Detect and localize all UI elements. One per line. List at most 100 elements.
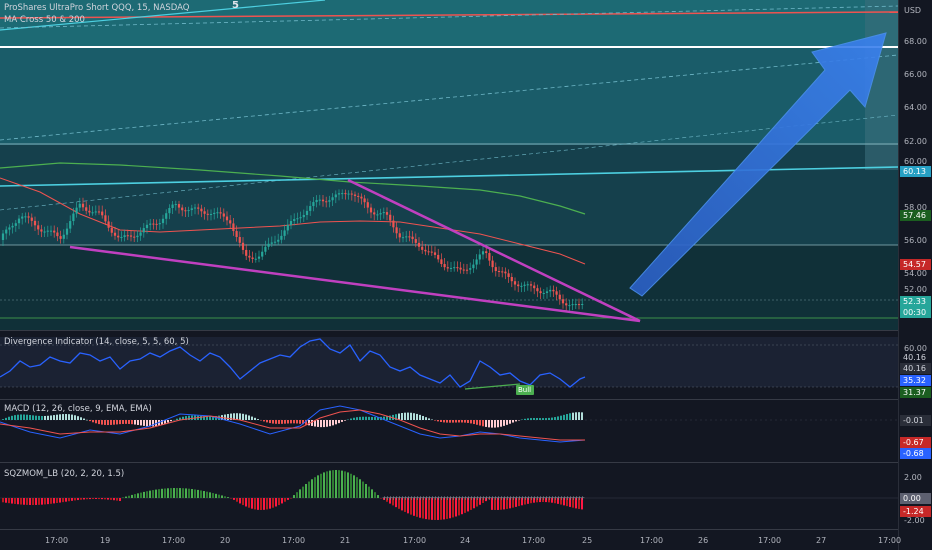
sqzmom-svg: ++++++++++++++++++++++++++++++++++++++++… (0, 470, 898, 520)
svg-text:+: + (580, 495, 585, 502)
svg-text:+: + (412, 495, 417, 502)
divergence-title: Divergence Indicator (14, close, 5, 5, 6… (4, 337, 189, 347)
wave-label: 5 (232, 0, 239, 11)
svg-text:+: + (496, 495, 501, 502)
price-title: ProShares UltraPro Short QQQ, 15, NASDAQ (4, 3, 190, 13)
macd-pane[interactable]: MACD (12, 26, close, 9, EMA, EMA) (0, 400, 898, 462)
wedge-upper-line[interactable] (347, 178, 641, 323)
price-tick-68: 68.00 (904, 37, 927, 46)
svg-text:+: + (436, 495, 441, 502)
pane-divider[interactable] (0, 462, 932, 463)
svg-text:+: + (514, 495, 519, 502)
time-label: 26 (698, 536, 709, 545)
svg-text:+: + (523, 495, 528, 502)
svg-text:+: + (421, 495, 426, 502)
svg-text:+: + (505, 495, 510, 502)
bar-countdown: 00:30 (900, 307, 931, 318)
time-label: 17:00 (758, 536, 782, 545)
time-label: 17:00 (522, 536, 546, 545)
time-label: 24 (460, 536, 471, 545)
price-tick-56: 56.00 (904, 236, 927, 245)
time-label: 17:00 (640, 536, 664, 545)
rsi-band (0, 337, 898, 387)
divergence-line (0, 338, 586, 388)
svg-text:+: + (544, 495, 549, 502)
price-tick-60: 60.00 (904, 157, 927, 166)
svg-text:+: + (427, 495, 432, 502)
macd-svg (0, 405, 898, 443)
time-axis-divider (0, 529, 932, 530)
time-label: 21 (340, 536, 351, 545)
projection-arrow[interactable] (629, 32, 887, 297)
wedge-lower-line[interactable] (69, 245, 641, 323)
ma50-line (0, 177, 586, 265)
svg-text:+: + (433, 495, 438, 502)
svg-text:+: + (397, 495, 402, 502)
svg-text:+: + (508, 495, 513, 502)
svg-text:+: + (430, 495, 435, 502)
svg-text:+: + (565, 495, 570, 502)
base-zone (0, 245, 898, 330)
sqzmom-pane[interactable]: + + + + + + + + + + + + + + + + + + + + + + + + + + + + + + + + + + + + + + + +… (0, 463, 898, 529)
svg-text:+: + (568, 495, 573, 502)
svg-text:+: + (487, 495, 492, 502)
price-chart-svg (0, 0, 898, 330)
svg-text:+: + (409, 495, 414, 502)
svg-text:+: + (448, 495, 453, 502)
svg-text:+: + (574, 495, 579, 502)
svg-text:+: + (463, 495, 468, 502)
signal-line (0, 409, 585, 441)
svg-text:+: + (445, 495, 450, 502)
div-tick-60: 60.00 (904, 344, 927, 353)
time-label: 17:00 (45, 536, 69, 545)
svg-text:+: + (442, 495, 447, 502)
time-label: 17:00 (878, 536, 902, 545)
svg-text:+: + (469, 495, 474, 502)
svg-text:+: + (415, 495, 420, 502)
svg-text:+: + (391, 495, 396, 502)
time-label: 27 (816, 536, 827, 545)
macd-histogram (2, 412, 583, 428)
dashed-channel-3 (0, 114, 898, 211)
svg-text:+: + (385, 495, 390, 502)
price-tick-54: 54.00 (904, 269, 927, 278)
svg-text:+: + (511, 495, 516, 502)
svg-text:+: + (424, 495, 429, 502)
dashed-channel-2 (0, 54, 898, 141)
candlestick-series (1, 189, 584, 311)
svg-text:+: + (472, 495, 477, 502)
level-tag: 60.13 (900, 166, 931, 177)
price-pane[interactable]: ProShares UltraPro Short QQQ, 15, NASDAQ… (0, 0, 898, 330)
svg-text:+: + (550, 495, 555, 502)
divergence-pane[interactable]: Divergence Indicator (14, close, 5, 5, 6… (0, 331, 898, 399)
svg-text:+: + (526, 495, 531, 502)
last-price-tag: 52.33 (900, 296, 931, 307)
svg-text:+: + (535, 495, 540, 502)
divergence-svg (0, 337, 898, 395)
ma200-tag: 54.57 (900, 259, 931, 270)
svg-text:+: + (529, 495, 534, 502)
svg-text:+: + (478, 495, 483, 502)
macd-title: MACD (12, 26, close, 9, EMA, EMA) (4, 404, 152, 414)
time-label: 19 (100, 536, 111, 545)
div-tag-c: 31.37 (900, 387, 931, 398)
sqz-tag-b: -1.24 (900, 506, 931, 517)
bull-badge (516, 385, 534, 395)
sqz-tag-a: 0.00 (900, 493, 931, 504)
macd-tag-c: -0.68 (900, 448, 931, 459)
svg-text:+: + (454, 495, 459, 502)
ma-cross-legend: MA Cross 50 & 200 (4, 15, 85, 25)
cyan-trend-line-top[interactable] (0, 0, 326, 31)
price-tick-66: 66.00 (904, 70, 927, 79)
svg-text:+: + (493, 495, 498, 502)
svg-text:+: + (439, 495, 444, 502)
target-zone-mid (0, 48, 898, 145)
svg-text:+: + (466, 495, 471, 502)
div-tag-a: 40.16 (900, 363, 931, 374)
pane-divider[interactable] (0, 399, 932, 400)
svg-text:+: + (520, 495, 525, 502)
price-tick-52: 52.00 (904, 285, 927, 294)
red-trend-line[interactable] (0, 11, 898, 19)
pane-divider[interactable] (0, 330, 932, 331)
